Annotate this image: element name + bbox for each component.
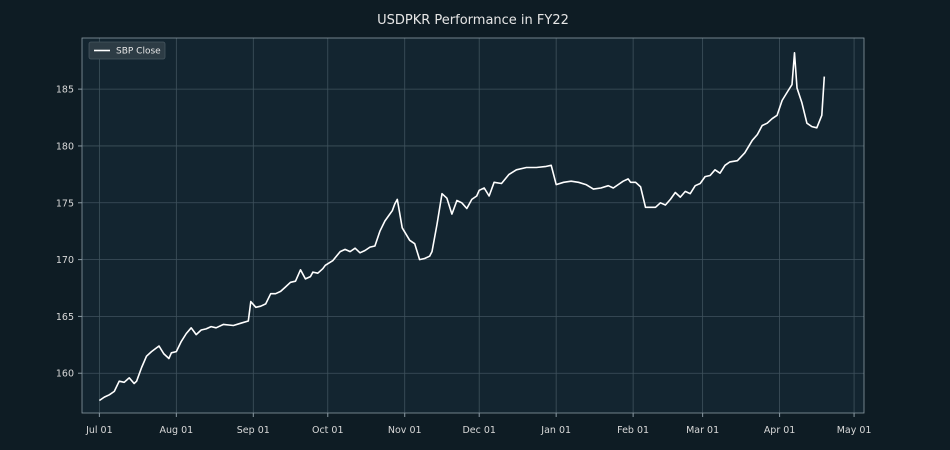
y-tick-label: 170 <box>56 255 74 266</box>
x-tick-label: May 01 <box>837 425 872 436</box>
grid <box>82 38 864 413</box>
x-tick-label: Jan 01 <box>540 425 571 436</box>
y-tick-label: 180 <box>56 141 74 152</box>
x-tick-label: Mar 01 <box>686 425 719 436</box>
legend-label: SBP Close <box>116 47 161 57</box>
x-tick-label: Feb 01 <box>617 425 649 436</box>
x-tick-label: Aug 01 <box>160 425 194 436</box>
axes-frame <box>81 37 865 414</box>
axes <box>81 37 865 414</box>
x-tick-label: Nov 01 <box>388 425 422 436</box>
chart-title: USDPKR Performance in FY22 <box>377 13 569 28</box>
y-tick-label: 175 <box>56 198 74 209</box>
x-tick-label: Apr 01 <box>764 425 796 436</box>
y-tick-label: 160 <box>56 369 74 380</box>
legend-box <box>88 41 166 60</box>
series-line-sbp-close <box>98 52 826 402</box>
y-tick-label: 185 <box>56 85 74 96</box>
x-tick-label: Dec 01 <box>462 425 496 436</box>
x-tick-label: Jul 01 <box>85 425 113 436</box>
x-tick-label: Oct 01 <box>312 425 344 436</box>
plot-area <box>82 38 864 413</box>
legend: SBP Close <box>88 41 166 60</box>
y-tick-label: 165 <box>56 312 74 323</box>
x-axis: Jul 01 Aug 01 Sep 01 Oct 01 Nov 01 Dec 01 Jan … <box>85 413 871 436</box>
y-axis: 160 165 170 175 180 185 <box>56 85 82 380</box>
x-tick-label: Sep 01 <box>237 425 270 436</box>
